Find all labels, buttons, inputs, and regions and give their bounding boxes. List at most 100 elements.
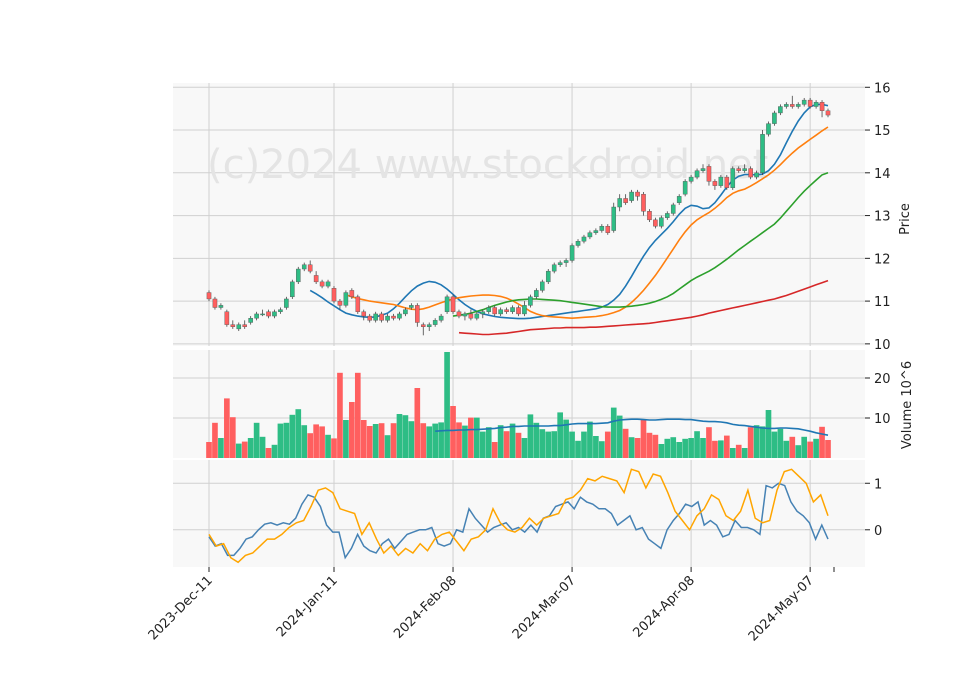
volume-bar xyxy=(777,428,784,458)
candle-body xyxy=(819,102,825,111)
volume-bar xyxy=(545,431,552,458)
volume-bar xyxy=(789,436,796,458)
volume-bar xyxy=(569,431,575,458)
volume-bar xyxy=(366,426,373,458)
volume-bar xyxy=(474,417,480,458)
volume-bar xyxy=(241,441,248,458)
volume-bar xyxy=(610,407,617,458)
candle-body xyxy=(343,292,349,306)
candle-body xyxy=(569,245,575,261)
candle-body xyxy=(742,168,747,171)
candle-body xyxy=(545,270,551,283)
volume-bar xyxy=(593,436,599,458)
price-tick-label: 11 xyxy=(874,295,891,310)
candle-body xyxy=(248,318,253,323)
candle-body xyxy=(462,313,468,317)
volume-bar xyxy=(206,442,212,458)
indicator-line xyxy=(208,482,829,560)
volume-bar xyxy=(509,423,516,458)
candle-body xyxy=(290,281,295,298)
volume-bar xyxy=(325,434,331,458)
candle-layer xyxy=(206,95,831,336)
volume-bar xyxy=(283,422,290,458)
candle-body xyxy=(807,99,813,107)
price-panel-bg xyxy=(173,83,865,346)
x-tick-label: 2024-Mar-07 xyxy=(510,573,579,642)
candle-body xyxy=(397,313,402,319)
candle-body xyxy=(206,292,212,300)
volume-bar xyxy=(277,423,284,458)
volume-bar xyxy=(819,426,825,458)
candle-body xyxy=(617,198,622,208)
candle-body xyxy=(415,305,420,323)
volume-bar xyxy=(795,445,802,458)
price-tick-label: 10 xyxy=(874,338,891,353)
volume-bar xyxy=(741,448,748,458)
volume-bar xyxy=(575,440,581,458)
volume-bar xyxy=(723,435,730,458)
candle-body xyxy=(712,181,718,186)
volume-bar xyxy=(670,437,677,458)
candle-body xyxy=(307,264,313,272)
volume-moving-average-line xyxy=(435,418,829,436)
volume-bar xyxy=(551,431,558,458)
volume-bar xyxy=(462,425,468,458)
volume-bar xyxy=(265,448,272,458)
candle-body xyxy=(456,311,462,317)
volume-bar xyxy=(271,444,278,458)
volume-bar xyxy=(307,433,314,458)
candle-body xyxy=(319,281,325,287)
candle-body xyxy=(670,204,676,214)
candle-body xyxy=(581,236,587,242)
candle-body xyxy=(450,296,456,312)
candle-body xyxy=(492,307,497,315)
candle-body xyxy=(730,168,736,188)
candle-body xyxy=(504,309,509,312)
indicator-layer xyxy=(208,468,829,564)
candle-body xyxy=(790,104,795,107)
candle-body xyxy=(379,313,384,321)
candle-body xyxy=(337,300,343,306)
volume-bar xyxy=(587,421,593,458)
volume-bar xyxy=(485,427,492,458)
candle-body xyxy=(718,176,724,186)
candle-body xyxy=(688,176,694,182)
indicator-tick-label: 0 xyxy=(874,524,882,539)
moving-average-line xyxy=(345,126,829,320)
candle-body xyxy=(694,170,700,178)
candle-body xyxy=(432,320,438,325)
candle-body xyxy=(700,168,706,171)
volume-bar xyxy=(218,438,224,458)
volume-bar xyxy=(313,424,319,458)
volume-bar xyxy=(664,438,671,458)
volume-bar xyxy=(396,414,403,458)
candle-body xyxy=(813,102,819,107)
candle-body xyxy=(349,290,355,298)
volume-bar xyxy=(259,436,266,458)
candle-body xyxy=(641,193,646,212)
candle-body xyxy=(575,241,581,246)
candle-body xyxy=(486,307,492,312)
candle-body xyxy=(480,311,486,315)
candle-body xyxy=(659,217,664,227)
volume-bar xyxy=(289,414,296,458)
price-tick-label: 12 xyxy=(874,252,891,267)
candle-body xyxy=(676,196,682,203)
x-tick-label: 2024-Feb-08 xyxy=(391,573,460,642)
candle-body xyxy=(301,264,307,270)
volume-bar xyxy=(503,431,510,458)
candle-body xyxy=(230,324,236,327)
candle-body xyxy=(605,226,611,233)
volume-bar xyxy=(497,425,504,458)
candle-body xyxy=(724,176,730,188)
volume-bar xyxy=(438,422,444,458)
candle-body xyxy=(522,305,527,315)
volume-bar xyxy=(295,409,302,458)
volume-bar xyxy=(521,438,528,458)
volume-bar xyxy=(414,388,421,458)
candle-body xyxy=(772,112,777,124)
watermark: (c)2024 www.stockdroid.net xyxy=(207,142,768,188)
volume-axis-label: Volume 10^6 xyxy=(900,361,915,449)
